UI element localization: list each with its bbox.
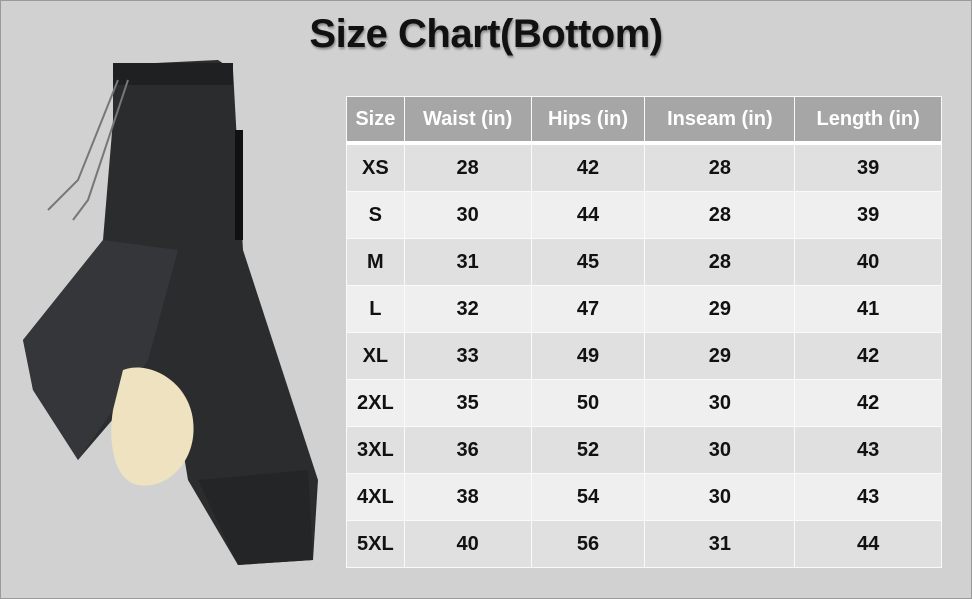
cell-waist: 31	[403, 238, 532, 286]
cell-waist: 36	[403, 426, 532, 474]
cell-size: 5XL	[346, 520, 405, 568]
cell-inseam: 29	[644, 285, 796, 333]
cell-hips: 42	[530, 142, 646, 192]
cell-length: 43	[794, 473, 942, 521]
header-size: Size	[346, 96, 405, 144]
cell-size: 3XL	[346, 426, 405, 474]
cell-size: XS	[346, 142, 405, 192]
cell-size: 4XL	[346, 473, 405, 521]
header-length: Length (in)	[794, 96, 942, 144]
cell-length: 39	[794, 142, 942, 192]
cell-hips: 54	[530, 473, 646, 521]
table-row: XL 33 49 29 42	[346, 332, 942, 380]
table-row: S 30 44 28 39	[346, 191, 942, 239]
cell-length: 41	[794, 285, 942, 333]
table-row: M 31 45 28 40	[346, 238, 942, 286]
table-row: XS 28 42 28 39	[346, 142, 942, 192]
cell-size: S	[346, 191, 405, 239]
cell-waist: 38	[403, 473, 532, 521]
pants-image	[23, 60, 318, 565]
header-inseam: Inseam (in)	[644, 96, 796, 144]
cell-waist: 35	[403, 379, 532, 427]
cell-inseam: 29	[644, 332, 796, 380]
cell-length: 40	[794, 238, 942, 286]
cell-inseam: 30	[644, 379, 796, 427]
cell-waist: 30	[403, 191, 532, 239]
cell-waist: 40	[403, 520, 532, 568]
cell-hips: 45	[530, 238, 646, 286]
header-waist: Waist (in)	[403, 96, 532, 144]
cell-hips: 44	[530, 191, 646, 239]
cell-length: 42	[794, 332, 942, 380]
cell-size: M	[346, 238, 405, 286]
cell-waist: 28	[403, 142, 532, 192]
table-row: 3XL 36 52 30 43	[346, 426, 942, 474]
cell-length: 43	[794, 426, 942, 474]
table-row: 5XL 40 56 31 44	[346, 520, 942, 568]
page-title: Size Chart(Bottom)	[309, 12, 663, 56]
table-row: 4XL 38 54 30 43	[346, 473, 942, 521]
cell-hips: 50	[530, 379, 646, 427]
cell-size: 2XL	[346, 379, 405, 427]
size-chart-table: Size Waist (in) Hips (in) Inseam (in) Le…	[346, 96, 942, 568]
table-row: 2XL 35 50 30 42	[346, 379, 942, 427]
cell-length: 44	[794, 520, 942, 568]
cell-inseam: 28	[644, 191, 796, 239]
cell-inseam: 30	[644, 473, 796, 521]
header-hips: Hips (in)	[530, 96, 646, 144]
cell-hips: 56	[530, 520, 646, 568]
table-row: L 32 47 29 41	[346, 285, 942, 333]
cell-inseam: 30	[644, 426, 796, 474]
cell-waist: 32	[403, 285, 532, 333]
cell-hips: 52	[530, 426, 646, 474]
cell-length: 42	[794, 379, 942, 427]
cell-inseam: 28	[644, 142, 796, 192]
cell-size: L	[346, 285, 405, 333]
cell-inseam: 31	[644, 520, 796, 568]
cell-size: XL	[346, 332, 405, 380]
cell-length: 39	[794, 191, 942, 239]
cell-hips: 49	[530, 332, 646, 380]
table-header-row: Size Waist (in) Hips (in) Inseam (in) Le…	[346, 96, 942, 144]
cell-hips: 47	[530, 285, 646, 333]
cell-inseam: 28	[644, 238, 796, 286]
cell-waist: 33	[403, 332, 532, 380]
